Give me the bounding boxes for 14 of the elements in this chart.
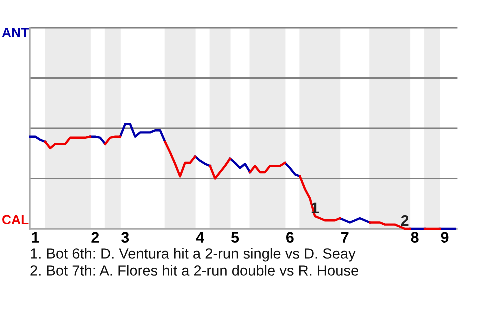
x-tick-label: 9 <box>441 232 449 243</box>
text: 2. Bot 7th: A. Flores hit a 2-run double vs R. House <box>30 265 358 276</box>
text: 1. Bot 6th: D. Ventura hit a 2-run single vs D. Seay <box>31 248 356 262</box>
x-tick-label: 5 <box>231 232 240 243</box>
x-tick-label: 3 <box>121 232 130 244</box>
x-tick-label: 6 <box>286 232 294 243</box>
text: ANT <box>2 28 29 38</box>
text: CAL <box>2 215 29 225</box>
x-tick-label: 2 <box>92 232 100 243</box>
x-tick-label: 4 <box>196 232 204 243</box>
x-tick-label: 8 <box>411 232 419 243</box>
x-tick-label: 1 <box>32 232 40 243</box>
x-tick-label: 7 <box>342 232 349 243</box>
annotation: 2 <box>401 215 409 226</box>
